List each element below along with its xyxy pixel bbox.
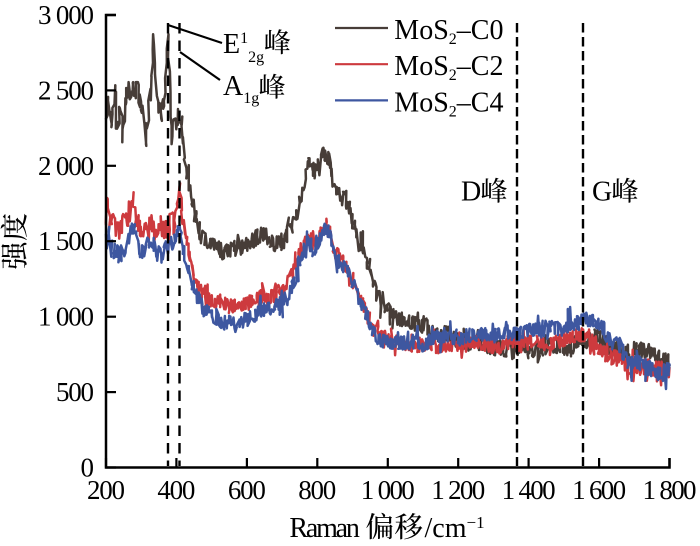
svg-text:1 800: 1 800 xyxy=(643,475,697,505)
svg-text:2 500: 2 500 xyxy=(38,75,94,105)
svg-text:600: 600 xyxy=(228,475,266,505)
svg-text:2 000: 2 000 xyxy=(38,151,94,181)
svg-text:MoS2–C2: MoS2–C2 xyxy=(394,51,503,84)
svg-text:1 500: 1 500 xyxy=(38,226,94,256)
svg-text:200: 200 xyxy=(87,475,125,505)
svg-text:800: 800 xyxy=(298,475,336,505)
svg-text:MoS2–C0: MoS2–C0 xyxy=(394,15,503,48)
svg-text:3 000: 3 000 xyxy=(38,0,94,30)
svg-text:1 200: 1 200 xyxy=(431,475,485,505)
svg-text:0: 0 xyxy=(81,453,95,483)
svg-text:D: D xyxy=(461,177,481,208)
svg-text:1 400: 1 400 xyxy=(502,475,556,505)
svg-text:1 600: 1 600 xyxy=(572,475,626,505)
svg-text:400: 400 xyxy=(157,475,195,505)
svg-text:G: G xyxy=(592,177,612,208)
svg-text:1 000: 1 000 xyxy=(38,302,94,332)
svg-text:500: 500 xyxy=(56,377,94,407)
svg-text:Raman: Raman xyxy=(289,513,360,544)
svg-text:1 000: 1 000 xyxy=(361,475,415,505)
